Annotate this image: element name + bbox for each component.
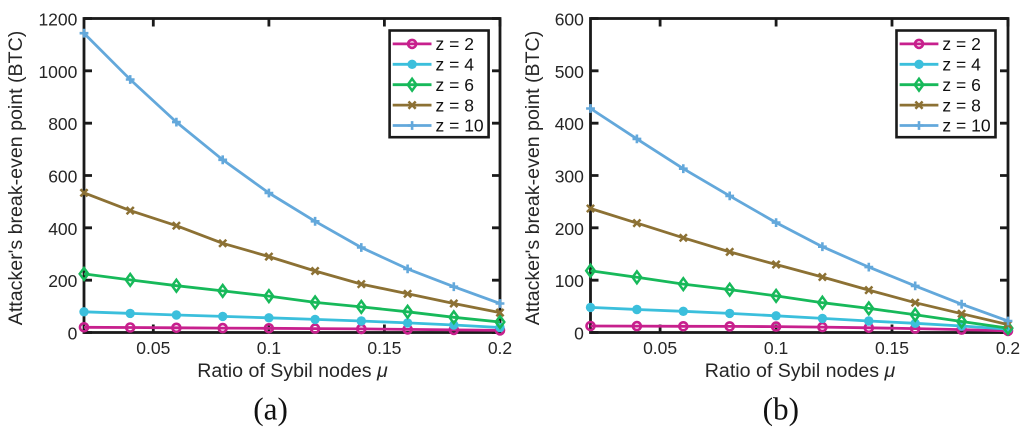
svg-text:Attacker's break-even point (B: Attacker's break-even point (BTC) <box>522 31 544 326</box>
svg-text:Ratio of Sybil nodes μ: Ratio of Sybil nodes μ <box>197 360 388 382</box>
svg-text:z = 4: z = 4 <box>436 55 475 75</box>
svg-text:100: 100 <box>555 271 584 291</box>
svg-text:z = 8: z = 8 <box>942 95 980 115</box>
svg-text:1200: 1200 <box>38 10 77 30</box>
svg-text:600: 600 <box>555 10 584 30</box>
svg-text:600: 600 <box>48 167 77 187</box>
svg-text:z = 10: z = 10 <box>436 116 484 136</box>
svg-text:0.15: 0.15 <box>367 338 401 358</box>
svg-text:500: 500 <box>555 62 584 82</box>
svg-text:z = 4: z = 4 <box>942 55 981 75</box>
svg-text:z = 2: z = 2 <box>436 34 474 54</box>
svg-text:0.05: 0.05 <box>136 338 170 358</box>
svg-text:(a): (a) <box>253 391 288 426</box>
svg-text:z = 6: z = 6 <box>436 75 474 95</box>
svg-text:0.15: 0.15 <box>875 338 909 358</box>
svg-text:400: 400 <box>48 219 77 239</box>
svg-text:0.1: 0.1 <box>764 338 788 358</box>
svg-text:Ratio of Sybil nodes μ: Ratio of Sybil nodes μ <box>705 360 896 382</box>
svg-text:z = 6: z = 6 <box>942 75 980 95</box>
svg-text:0: 0 <box>574 324 584 344</box>
svg-text:0.2: 0.2 <box>488 338 512 358</box>
svg-text:200: 200 <box>48 271 77 291</box>
svg-text:z = 10: z = 10 <box>942 116 990 136</box>
svg-text:0.1: 0.1 <box>257 338 281 358</box>
svg-text:300: 300 <box>555 167 584 187</box>
svg-text:Attacker's break-even point (B: Attacker's break-even point (BTC) <box>5 31 27 326</box>
svg-text:400: 400 <box>555 114 584 134</box>
svg-text:0.05: 0.05 <box>643 338 677 358</box>
svg-text:800: 800 <box>48 114 77 134</box>
svg-text:z = 8: z = 8 <box>436 95 474 115</box>
svg-text:0.2: 0.2 <box>996 338 1020 358</box>
svg-text:(b): (b) <box>763 391 799 426</box>
svg-text:1000: 1000 <box>38 62 77 82</box>
svg-text:0: 0 <box>68 324 78 344</box>
svg-text:z = 2: z = 2 <box>942 34 980 54</box>
svg-text:200: 200 <box>555 219 584 239</box>
